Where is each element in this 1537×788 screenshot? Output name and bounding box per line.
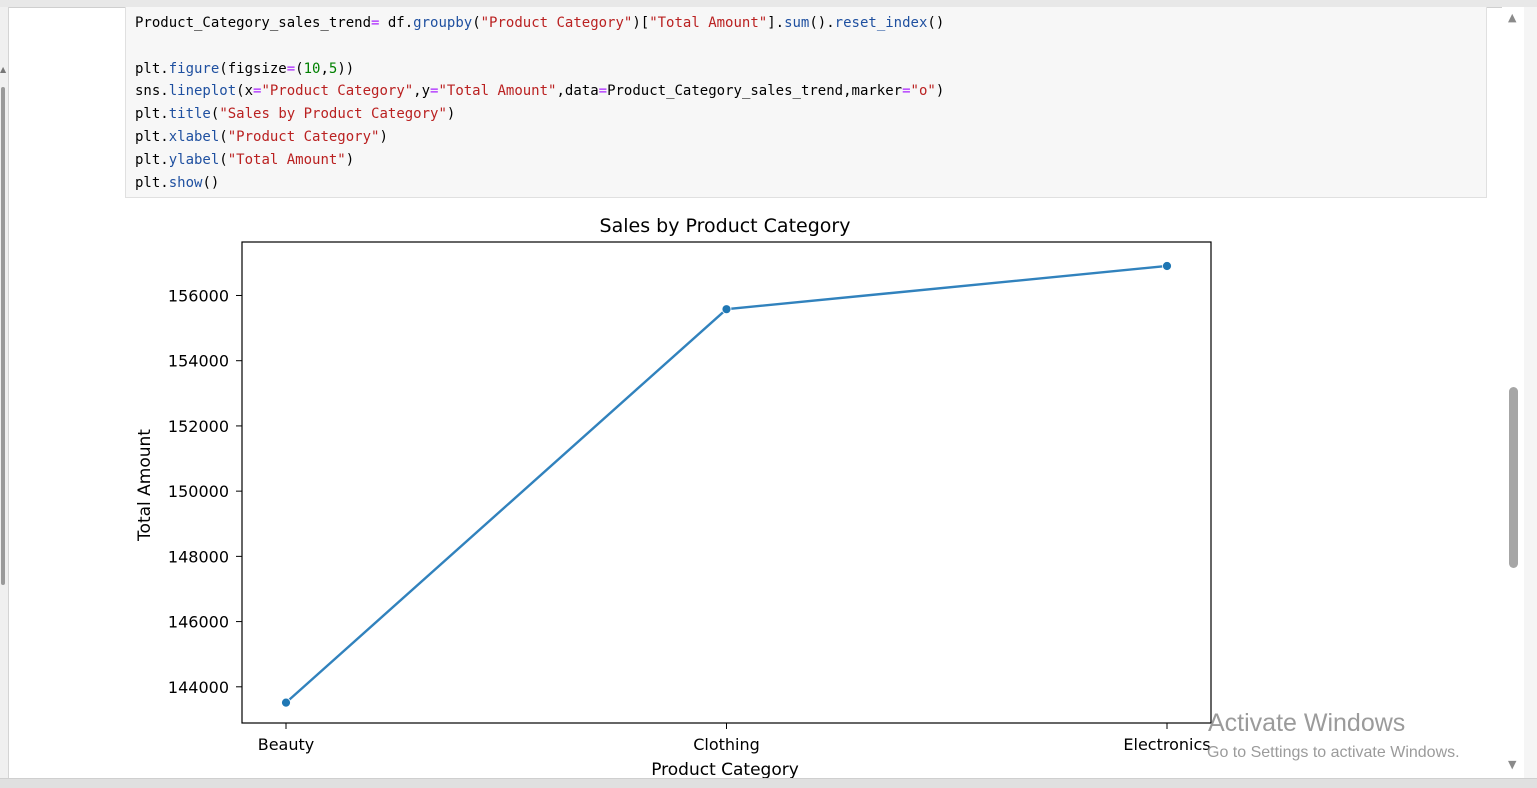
data-point: [1162, 261, 1172, 271]
y-tick-label: 144000: [168, 678, 229, 697]
vertical-scrollbar[interactable]: ▲ ▼: [1502, 7, 1524, 778]
code-token: (): [202, 174, 220, 191]
code-token: Product_Category_sales_trend,marker: [607, 83, 903, 100]
code-token: (: [219, 151, 228, 168]
y-axis-label: Total Amount: [135, 429, 155, 542]
code-token: ): [379, 128, 388, 145]
code-token: )[: [632, 15, 650, 31]
window-right-border: [1524, 7, 1537, 778]
code-token: (x: [236, 83, 254, 100]
y-tick-label: 152000: [168, 417, 229, 436]
code-token: ,data: [556, 83, 599, 100]
code-token: (: [472, 15, 481, 31]
y-tick-label: 146000: [168, 613, 229, 632]
code-token: (figsize: [219, 60, 287, 77]
code-token: "Product Category": [480, 15, 633, 31]
code-token: =: [598, 83, 608, 100]
code-token: =: [253, 83, 262, 100]
data-point: [721, 304, 732, 315]
code-token: ): [345, 151, 355, 168]
code-token: plt.: [135, 106, 169, 123]
y-tick-label: 154000: [168, 352, 229, 371]
code-token: "o": [910, 83, 936, 100]
code-token: ,y: [413, 83, 431, 100]
left-pane-arrow-icon: ▲: [0, 65, 7, 74]
code-line: plt.show(): [135, 175, 219, 191]
scroll-down-arrow-icon[interactable]: ▼: [1508, 758, 1517, 771]
code-token: =: [430, 83, 439, 100]
code-token: "Total Amount": [438, 83, 557, 100]
code-token: =: [902, 83, 911, 100]
code-token: figure: [168, 60, 220, 77]
activation-watermark-title: Activate Windows: [1208, 709, 1406, 737]
x-axis-label: Product Category: [651, 760, 799, 780]
x-axis: Beauty Clothing Electronics: [258, 723, 1211, 754]
code-token: "Total Amount": [227, 151, 346, 168]
code-token: lineplot: [168, 83, 237, 100]
code-token: 5: [328, 60, 338, 77]
code-line: plt.title("Sales by Product Category"): [135, 106, 455, 122]
series-line: [285, 264, 1168, 704]
left-pane-scrollbar[interactable]: ▲: [0, 7, 9, 778]
code-token: =: [371, 15, 380, 31]
code-token: "Product Category": [227, 128, 380, 145]
code-token: plt.: [135, 174, 169, 191]
y-tick-label: 156000: [168, 286, 229, 305]
data-point: [281, 697, 291, 708]
code-token: groupby: [413, 15, 473, 31]
code-token: "Product Category": [261, 83, 414, 100]
code-token: )): [337, 60, 355, 77]
code-cell[interactable]: Product_Category_sales_trend= df.groupby…: [125, 7, 1487, 198]
code-token: (: [295, 60, 304, 77]
scroll-up-arrow-icon[interactable]: ▲: [1508, 11, 1517, 24]
code-token: plt.: [135, 151, 169, 168]
code-token: ().: [809, 15, 835, 31]
code-token: Product_Category_sales_trend: [135, 15, 372, 31]
code-line: sns.lineplot(x="Product Category",y="Tot…: [135, 83, 944, 99]
code-token: ): [935, 83, 945, 100]
code-line: plt.xlabel("Product Category"): [135, 129, 388, 145]
code-line: plt.ylabel("Total Amount"): [135, 152, 354, 168]
window-bottom-border: [0, 778, 1537, 788]
code-token: (: [219, 128, 228, 145]
x-tick-label: Beauty: [258, 735, 315, 754]
code-token: plt.: [135, 128, 169, 145]
code-token: 10: [303, 60, 321, 77]
code-token: ylabel: [168, 151, 220, 168]
code-token: ].: [767, 15, 785, 31]
code-line: Product_Category_sales_trend= df.groupby…: [135, 15, 944, 31]
code-token: =: [286, 60, 296, 77]
code-token: (): [927, 15, 945, 31]
code-token: df.: [379, 15, 414, 31]
code-token: "Total Amount": [649, 15, 768, 31]
line-chart: Sales by Product Category 14400014600014…: [135, 215, 1212, 780]
code-token: "Sales by Product Category": [219, 106, 447, 123]
code-token: ): [446, 106, 456, 123]
y-tick-label: 150000: [168, 482, 229, 501]
code-editor[interactable]: Product_Category_sales_trend= df.groupby…: [135, 12, 944, 194]
chart-title: Sales by Product Category: [600, 215, 851, 237]
code-token: plt.: [135, 60, 169, 77]
code-token: title: [168, 106, 211, 123]
code-token: show: [168, 174, 203, 191]
code-token: sns.: [135, 83, 169, 100]
x-tick-label: Electronics: [1123, 735, 1210, 754]
left-pane-scroll-thumb[interactable]: [1, 87, 5, 585]
y-tick-label: 148000: [168, 547, 229, 566]
code-token: xlabel: [168, 128, 220, 145]
activation-watermark-subtitle: Go to Settings to activate Windows.: [1207, 744, 1460, 761]
code-token: reset_index: [834, 15, 928, 31]
code-token: ,: [320, 60, 329, 77]
code-token: sum: [784, 15, 810, 31]
y-axis: 144000 146000 148000 150000 152000 154000 1560…: [168, 286, 242, 697]
x-tick-label: Clothing: [693, 735, 760, 754]
scroll-thumb[interactable]: [1509, 387, 1518, 568]
series-markers: [281, 261, 1172, 708]
plot-area: [241, 241, 1212, 724]
code-token: (: [210, 106, 220, 123]
code-line: plt.figure(figsize=(10,5)): [135, 61, 354, 77]
